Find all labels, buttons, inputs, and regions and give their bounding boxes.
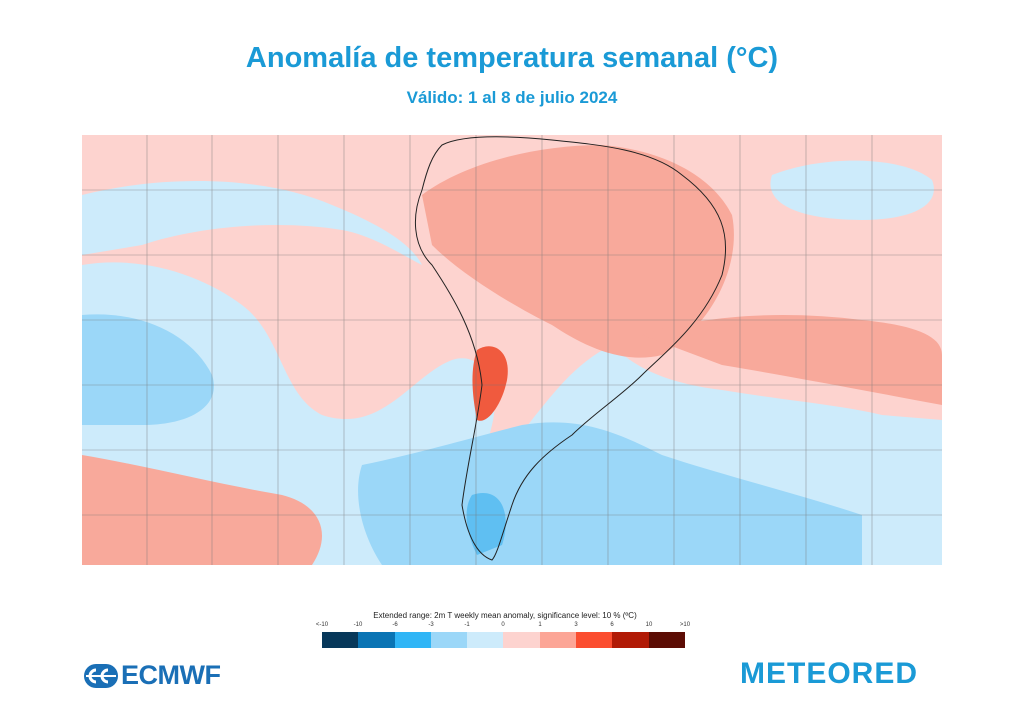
- legend-tick: -10: [353, 622, 363, 628]
- legend-color-swatch: [394, 632, 431, 648]
- page-title: Anomalía de temperatura semanal (°C): [245, 42, 779, 74]
- warm-region-atlantic: [642, 315, 942, 405]
- legend-colorbar: [322, 632, 685, 648]
- ecmwf-logo-text: ECMWF: [121, 660, 221, 690]
- legend-tick: -6: [392, 622, 398, 628]
- legend-title: Extended range: 2m T weekly mean anomaly…: [373, 611, 637, 620]
- cool-region-north: [82, 181, 422, 265]
- legend-tick: 10: [645, 622, 653, 628]
- warm-region-brazil: [422, 145, 734, 358]
- legend-ticks: <-10 -10 -6 -3 -1 0 1 3 6 10 >10: [312, 622, 697, 632]
- legend-tick: 6: [610, 622, 614, 628]
- ecmwf-logo-icon: [84, 663, 118, 688]
- legend-tick: 1: [538, 622, 542, 628]
- cool-region-pacific: [82, 314, 214, 425]
- legend-color-swatch: [648, 632, 685, 648]
- legend-tick: >10: [679, 622, 691, 628]
- legend-color-swatch: [503, 632, 540, 648]
- legend-color-swatch: [539, 632, 577, 648]
- legend-tick: <-10: [315, 622, 329, 628]
- legend-tick: 0: [501, 622, 505, 628]
- legend-color-swatch: [612, 632, 649, 648]
- legend-tick: 3: [574, 622, 578, 628]
- legend-color-swatch: [467, 632, 504, 648]
- legend-tick: -1: [464, 622, 470, 628]
- legend-color-swatch: [430, 632, 468, 648]
- graticule: [82, 135, 942, 565]
- south-america-coastline: [414, 136, 727, 561]
- legend-color-swatch: [358, 632, 395, 648]
- meteored-logo: METEORED: [740, 657, 919, 690]
- legend-tick: -3: [428, 622, 434, 628]
- warm-region-southwest: [82, 455, 322, 565]
- legend-color-swatch: [322, 632, 359, 648]
- legend-color-swatch: [576, 632, 613, 648]
- temperature-anomaly-map: [82, 135, 942, 565]
- cool-strong-patagonia: [466, 493, 506, 555]
- warm-strong-andes: [472, 346, 508, 421]
- ecmwf-logo: ECMWF: [84, 660, 221, 691]
- page-subtitle: Válido: 1 al 8 de julio 2024: [406, 88, 618, 107]
